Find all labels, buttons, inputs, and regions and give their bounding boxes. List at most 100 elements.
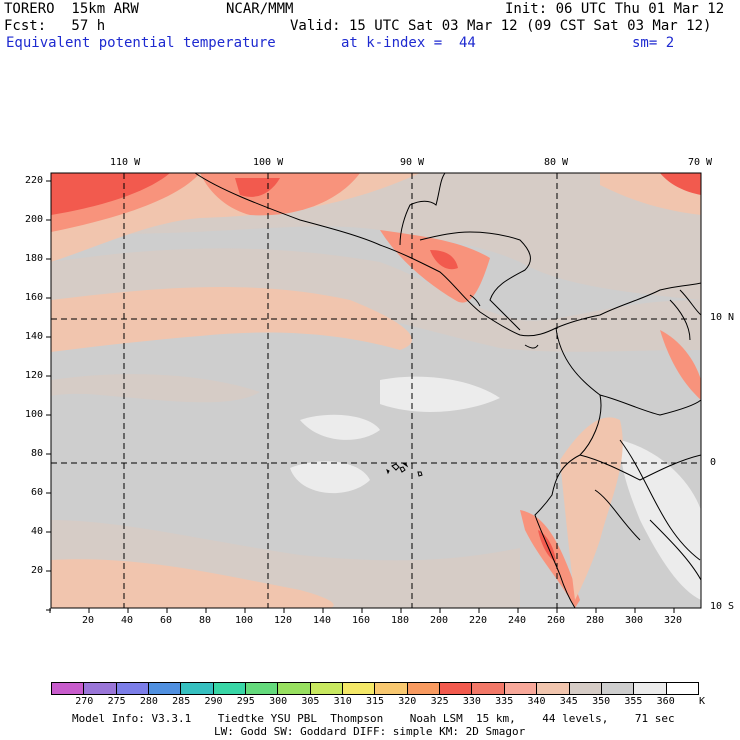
- color-bar-label: 330: [462, 696, 481, 707]
- color-bar-segment: [84, 683, 117, 694]
- color-bar-segment: [343, 683, 376, 694]
- model-info: Model Info: V3.3.1 Tiedtke YSU PBL Thomp…: [72, 712, 675, 725]
- color-bar-label: 320: [398, 696, 417, 707]
- color-bar-segment: [116, 683, 150, 694]
- color-bar-segment: [601, 683, 635, 694]
- bottom-label: 180: [391, 615, 410, 626]
- bottom-label: 200: [430, 615, 449, 626]
- field-warm-colombia: [660, 330, 701, 400]
- color-bar-segment: [52, 683, 85, 694]
- bottom-label: 240: [508, 615, 527, 626]
- left-label: 80: [31, 448, 44, 459]
- lat-label-0: 0: [710, 457, 717, 468]
- bottom-label: 20: [82, 615, 95, 626]
- field-patch-tan: [51, 374, 260, 403]
- left-label: 180: [25, 253, 44, 264]
- left-label: 140: [25, 331, 44, 342]
- bottom-label: 160: [352, 615, 371, 626]
- color-bar-label: 300: [269, 696, 288, 707]
- color-bar-segment: [537, 683, 570, 694]
- color-bar-label: 305: [301, 696, 320, 707]
- color-bar-segment: [569, 683, 602, 694]
- color-bar-segment: [213, 683, 247, 694]
- color-bar-label: 285: [172, 696, 191, 707]
- color-bar-label: 325: [430, 696, 449, 707]
- color-bar-label: 350: [592, 696, 611, 707]
- color-bar-label: 270: [75, 696, 94, 707]
- field-core-centralamerica: [430, 250, 458, 270]
- color-bar-segment: [634, 683, 667, 694]
- bottom-label: 140: [313, 615, 332, 626]
- left-label: 100: [25, 409, 44, 420]
- lon-label-70w: 70 W: [688, 157, 713, 168]
- color-bar-label: 295: [236, 696, 255, 707]
- smoothing-label: sm= 2: [632, 35, 675, 51]
- field-patch-light-3: [300, 414, 380, 440]
- forecast-hour: Fcst: 57 h: [4, 18, 106, 34]
- color-bar-label: 335: [495, 696, 514, 707]
- left-label: 120: [25, 370, 44, 381]
- lon-label-110w: 110 W: [110, 157, 141, 168]
- lat-label-10s: 10 S: [710, 601, 735, 612]
- color-bar-segment: [278, 683, 311, 694]
- color-bar-segment: [472, 683, 505, 694]
- bottom-label: 280: [586, 615, 605, 626]
- bottom-label: 80: [199, 615, 212, 626]
- coastlines: [194, 173, 701, 608]
- field-mild-south: [51, 559, 334, 608]
- left-label: 200: [25, 214, 44, 225]
- bottom-label: 260: [547, 615, 566, 626]
- lat-label-10n: 10 N: [710, 312, 735, 323]
- bottom-label: 120: [274, 615, 293, 626]
- left-ticks: [46, 180, 51, 611]
- left-label: 40: [31, 526, 44, 537]
- color-bar-label: 355: [624, 696, 643, 707]
- bottom-label: 60: [160, 615, 173, 626]
- model-title: TORERO 15km ARW: [4, 1, 139, 17]
- color-bar-segment: [440, 683, 473, 694]
- bottom-label: 320: [664, 615, 683, 626]
- bottom-label: 300: [625, 615, 644, 626]
- left-label: 20: [31, 565, 44, 576]
- color-bar-segment: [504, 683, 538, 694]
- field-patch-light-1: [380, 376, 500, 412]
- bottom-label: 100: [235, 615, 254, 626]
- field-patch-light-2: [290, 461, 370, 494]
- lon-label-90w: 90 W: [400, 157, 425, 168]
- level-label: at k-index = 44: [341, 35, 476, 51]
- map-frame: [50, 172, 702, 609]
- bottom-ticks: [49, 608, 675, 613]
- color-bar-segment: [246, 683, 279, 694]
- color-bar-segment: [149, 683, 182, 694]
- field-band-mid: [51, 248, 701, 352]
- color-bar-segment: [310, 683, 344, 694]
- left-label: 60: [31, 487, 44, 498]
- color-bar-unit: K: [698, 696, 706, 707]
- lon-label-100w: 100 W: [253, 157, 284, 168]
- field-warm-centralamerica: [380, 230, 490, 303]
- valid-time: Valid: 15 UTC Sat 03 Mar 12 (09 CST Sat …: [290, 18, 712, 34]
- color-bar-label: 340: [527, 696, 546, 707]
- left-label: 220: [25, 175, 44, 186]
- color-bar-label: 360: [656, 696, 675, 707]
- color-bar-segment: [181, 683, 214, 694]
- field-core-warm-nw: [51, 173, 170, 215]
- color-bar-label: 290: [204, 696, 223, 707]
- init-time: Init: 06 UTC Thu 01 Mar 12: [505, 1, 725, 17]
- lon-label-80w: 80 W: [544, 157, 569, 168]
- color-bar-segment: [666, 683, 698, 694]
- bottom-label: 40: [121, 615, 134, 626]
- color-bar-label: 345: [559, 696, 578, 707]
- model-physics: LW: Godd SW: Goddard DIFF: simple KM: 2D…: [214, 725, 526, 738]
- color-bar: [51, 682, 699, 695]
- color-bar-label: 315: [365, 696, 385, 707]
- graticule: [51, 173, 701, 608]
- color-bar-label: 310: [333, 696, 352, 707]
- color-bar-label: 280: [139, 696, 158, 707]
- color-bar-label: 275: [107, 696, 126, 707]
- color-bar-segment: [407, 683, 441, 694]
- field-name: Equivalent potential temperature: [6, 35, 276, 51]
- field-warm-peru: [520, 510, 580, 608]
- field-core-mexico: [235, 178, 280, 197]
